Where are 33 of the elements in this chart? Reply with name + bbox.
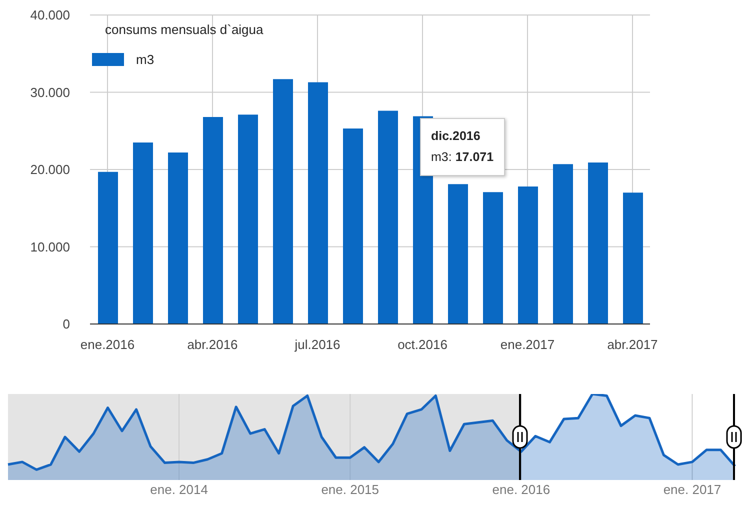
bar xyxy=(623,192,643,324)
y-tick-label: 30.000 xyxy=(30,84,70,100)
bar xyxy=(483,192,503,324)
bar xyxy=(518,186,538,324)
bar xyxy=(273,79,293,324)
bar xyxy=(378,110,398,324)
x-tick-label: ene. 2016 xyxy=(492,482,550,497)
text: consums mensuals d`aigua xyxy=(105,22,264,37)
bar xyxy=(343,128,363,324)
bar xyxy=(133,142,153,324)
y-tick-label: 0 xyxy=(62,316,70,332)
bar xyxy=(588,162,608,324)
bar xyxy=(308,82,328,324)
bar xyxy=(98,172,118,324)
bar xyxy=(238,114,258,324)
bar xyxy=(448,184,468,324)
annotation: dic.2016 m3: 17.071 xyxy=(431,128,494,164)
x-tick-label: oct.2016 xyxy=(398,337,448,352)
x-tick-label: abr.2017 xyxy=(607,337,658,352)
x-tick-label: abr.2016 xyxy=(187,337,238,352)
x-tick-label: ene.2017 xyxy=(500,337,555,352)
legend-label: m3 xyxy=(136,52,154,67)
x-tick-label: ene. 2014 xyxy=(150,482,208,497)
x-tick-label: ene. 2017 xyxy=(663,482,722,497)
bar xyxy=(203,116,223,324)
bar xyxy=(168,152,188,324)
x-tick-label: ene. 2015 xyxy=(321,482,380,497)
y-tick-label: 20.000 xyxy=(30,162,70,178)
bar xyxy=(553,164,573,324)
y-tick-label: 10.000 xyxy=(30,239,70,254)
x-tick-label: jul.2016 xyxy=(294,337,340,352)
x-tick-label: ene.2016 xyxy=(80,337,135,352)
y-tick-label: 40.000 xyxy=(30,8,70,23)
